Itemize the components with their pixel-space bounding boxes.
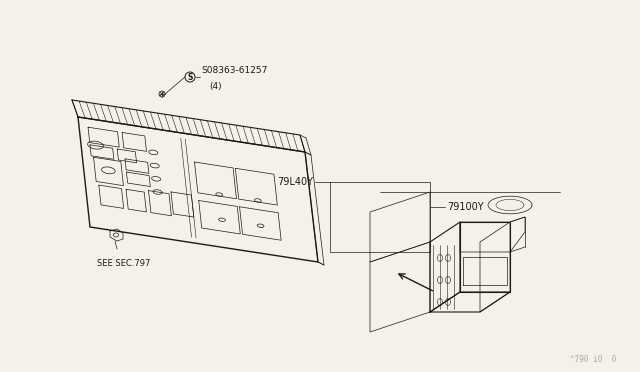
Text: S: S [188,73,193,81]
Text: (4): (4) [209,82,221,91]
Text: ^790 i0  0: ^790 i0 0 [570,356,616,365]
Text: 79100Y: 79100Y [447,202,484,212]
Text: 79L40Y: 79L40Y [277,177,313,187]
Text: S08363-61257: S08363-61257 [201,66,268,75]
Text: SEE SEC.797: SEE SEC.797 [97,259,150,268]
